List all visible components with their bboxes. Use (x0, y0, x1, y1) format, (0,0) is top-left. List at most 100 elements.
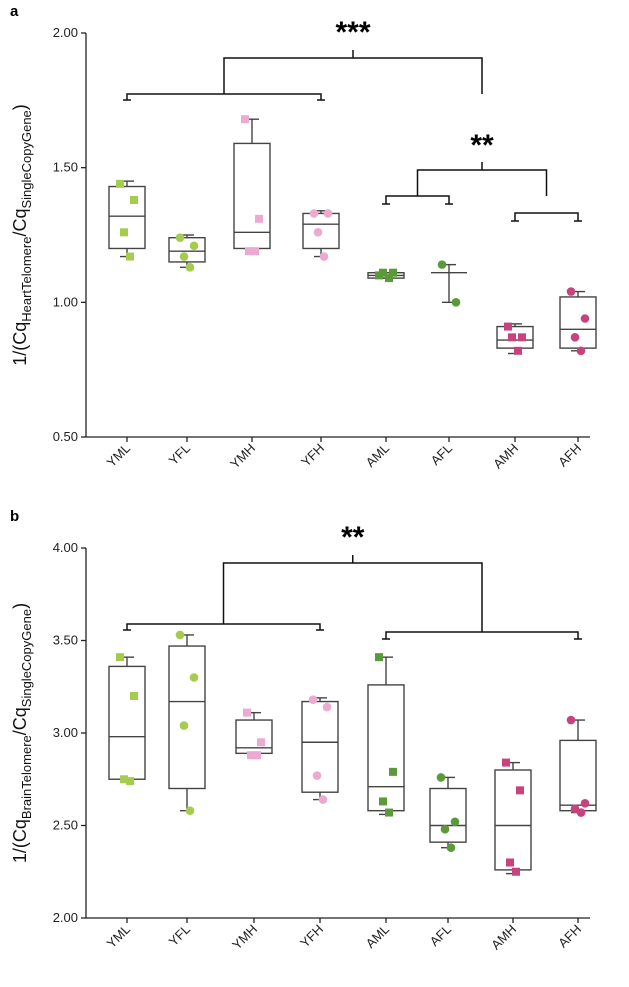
data-point (312, 771, 322, 780)
box-group-afh (559, 287, 597, 356)
data-point (385, 274, 393, 283)
y-tick-label: 2.50 (53, 818, 78, 833)
data-point (126, 777, 134, 786)
box (302, 212, 340, 250)
data-point (308, 695, 318, 704)
data-point (436, 773, 446, 782)
panel-b: b 2.00 2.50 3.00 3.50 4.00 YML YFL YMH YFH AML AFL A… (10, 508, 597, 953)
box (108, 665, 146, 780)
data-point (580, 314, 590, 323)
bracket (514, 212, 579, 221)
x-tick-label: AML (363, 922, 393, 952)
box-group-afh (559, 715, 597, 817)
data-point (120, 228, 128, 237)
x-tick-label: AFH (555, 922, 584, 951)
data-point (516, 786, 524, 795)
data-point (450, 817, 460, 827)
box (494, 769, 532, 871)
box-group-yfl (168, 233, 206, 272)
box (559, 296, 597, 349)
data-point (179, 721, 189, 730)
y-tick-label: 0.50 (53, 429, 78, 444)
data-point (576, 808, 586, 817)
bracket (126, 93, 322, 100)
data-point (379, 797, 387, 806)
data-point (126, 252, 134, 261)
x-tick-label: YML (104, 441, 134, 471)
bracket-join (222, 562, 483, 624)
box (301, 700, 339, 793)
data-point (245, 247, 253, 256)
y-tick-label: 2.00 (53, 910, 78, 925)
y-tick-label: 3.00 (53, 725, 78, 740)
x-tick-label: AFH (555, 441, 584, 470)
data-point (437, 260, 447, 269)
data-point (322, 702, 332, 712)
x-tick-label: YFH (298, 441, 327, 470)
data-point (504, 322, 512, 331)
data-point (255, 214, 263, 223)
data-point (257, 738, 265, 747)
data-point (502, 758, 510, 767)
data-point (566, 287, 576, 296)
y-axis-label: 1/(CqBrainTelomere/CqSingleCopyGene) (10, 603, 34, 863)
x-tick-label: AFL (427, 922, 454, 949)
x-tick-label: AMH (488, 922, 519, 953)
box (559, 739, 597, 812)
significance-stars: *** (335, 16, 370, 49)
box-group-yfh (301, 695, 339, 804)
x-tick-label: YFL (166, 441, 193, 468)
data-point (389, 268, 397, 277)
box-group-amh (496, 322, 534, 355)
y-tick-label: 4.00 (53, 540, 78, 555)
data-point (189, 673, 199, 682)
box (429, 787, 467, 843)
bracket-join (223, 57, 483, 94)
data-point (243, 708, 251, 717)
x-tick-label: AMH (490, 441, 521, 472)
y-tick-label: 1.00 (53, 294, 78, 309)
box-group-yml (108, 179, 146, 261)
panel-letter: a (10, 3, 19, 20)
data-point (175, 630, 185, 640)
data-point (313, 228, 323, 237)
data-point (514, 346, 522, 355)
x-tick-label: AML (363, 441, 393, 471)
box-group-afl (431, 260, 467, 307)
data-point (576, 346, 586, 356)
bracket (126, 623, 321, 630)
data-point (175, 233, 185, 242)
bracket (385, 631, 579, 639)
data-point (508, 333, 516, 342)
box-group-amh (494, 758, 532, 876)
data-point (323, 209, 333, 218)
data-point (309, 209, 319, 218)
data-point (385, 808, 393, 817)
bracket (385, 195, 450, 204)
panel-a: a 0.50 1.00 1.50 2.00 YML YFL YMH YFH AML AFL AMH AF… (10, 3, 597, 472)
data-point (185, 806, 195, 815)
bracket-join (416, 169, 548, 196)
y-axis-label: 1/(CqHeartTelomere/CqSingleCopyGene) (10, 104, 34, 366)
box-group-ymh (235, 708, 273, 760)
box-group-afl (429, 773, 467, 852)
y-tick-label: 1.50 (53, 160, 78, 175)
box (108, 185, 146, 250)
data-point (253, 751, 261, 760)
data-point (247, 751, 255, 760)
y-tick-label: 2.00 (53, 25, 78, 40)
data-point (512, 867, 520, 876)
x-tick-label: YMH (227, 441, 258, 472)
box-group-yfh (302, 209, 340, 261)
data-point (185, 263, 195, 272)
box-group-aml (367, 268, 405, 283)
data-point (116, 653, 124, 662)
y-tick-label: 3.50 (53, 633, 78, 648)
box-group-ymh (233, 115, 271, 256)
data-point (518, 333, 526, 342)
box-group-yfl (168, 630, 206, 815)
x-tick-label: AFL (428, 441, 455, 468)
significance-stars: ** (341, 521, 365, 554)
data-point (446, 843, 456, 852)
